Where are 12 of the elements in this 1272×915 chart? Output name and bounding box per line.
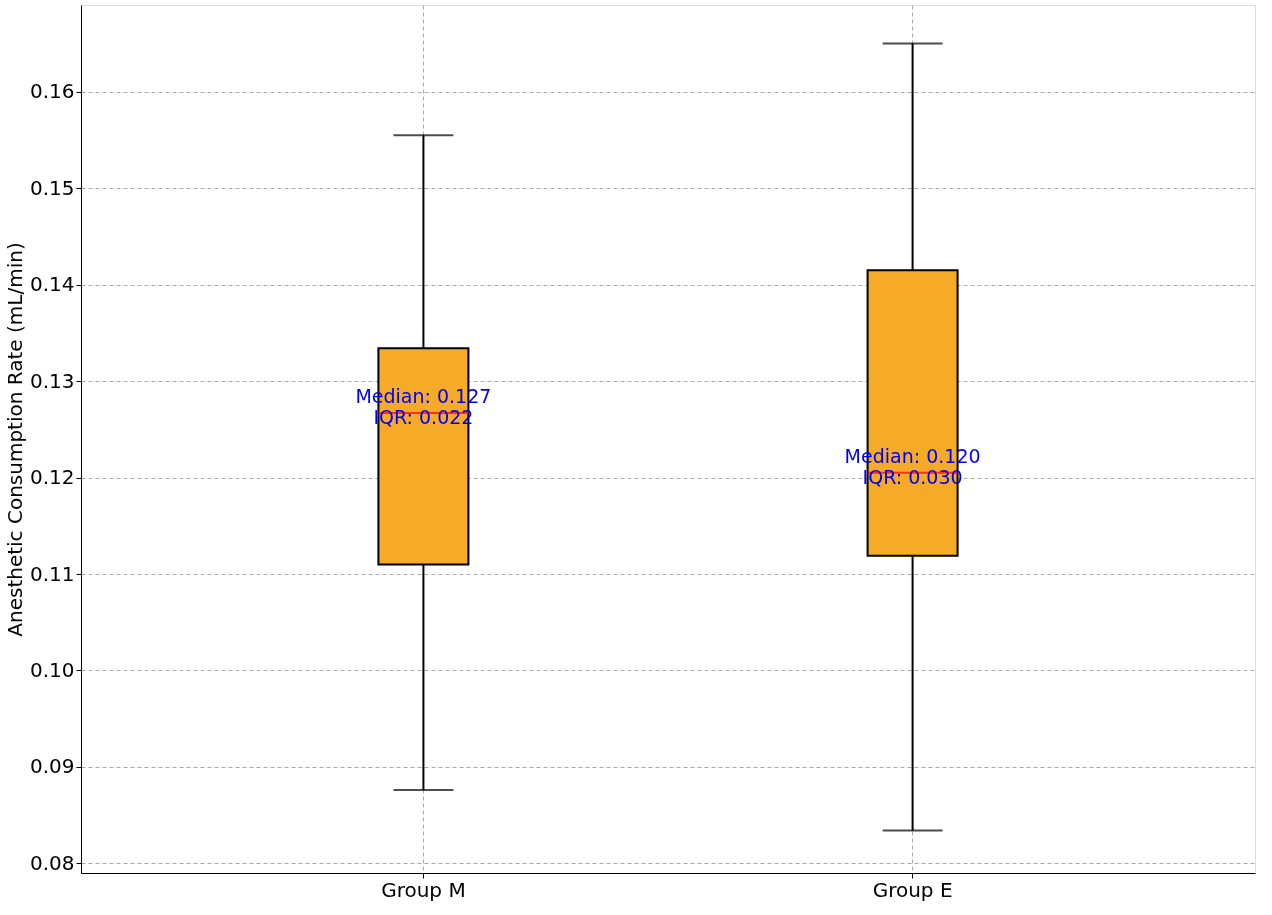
y-tick-label: 0.13 [29, 368, 75, 393]
y-axis-title: Anesthetic Consumption Rate (mL/min) [2, 242, 27, 637]
y-tick-label: 0.16 [29, 79, 75, 104]
x-tick-label: Group E [872, 877, 953, 902]
y-tick-label: 0.11 [29, 561, 75, 586]
y-tick-label: 0.09 [29, 754, 75, 779]
y-tick-label: 0.15 [29, 175, 75, 200]
y-tick-label: 0.08 [29, 850, 75, 875]
y-tick-label: 0.14 [29, 272, 75, 297]
y-tick-label: 0.12 [29, 465, 75, 490]
y-tick-label: 0.10 [29, 657, 75, 682]
x-tick-label: Group M [381, 877, 466, 902]
